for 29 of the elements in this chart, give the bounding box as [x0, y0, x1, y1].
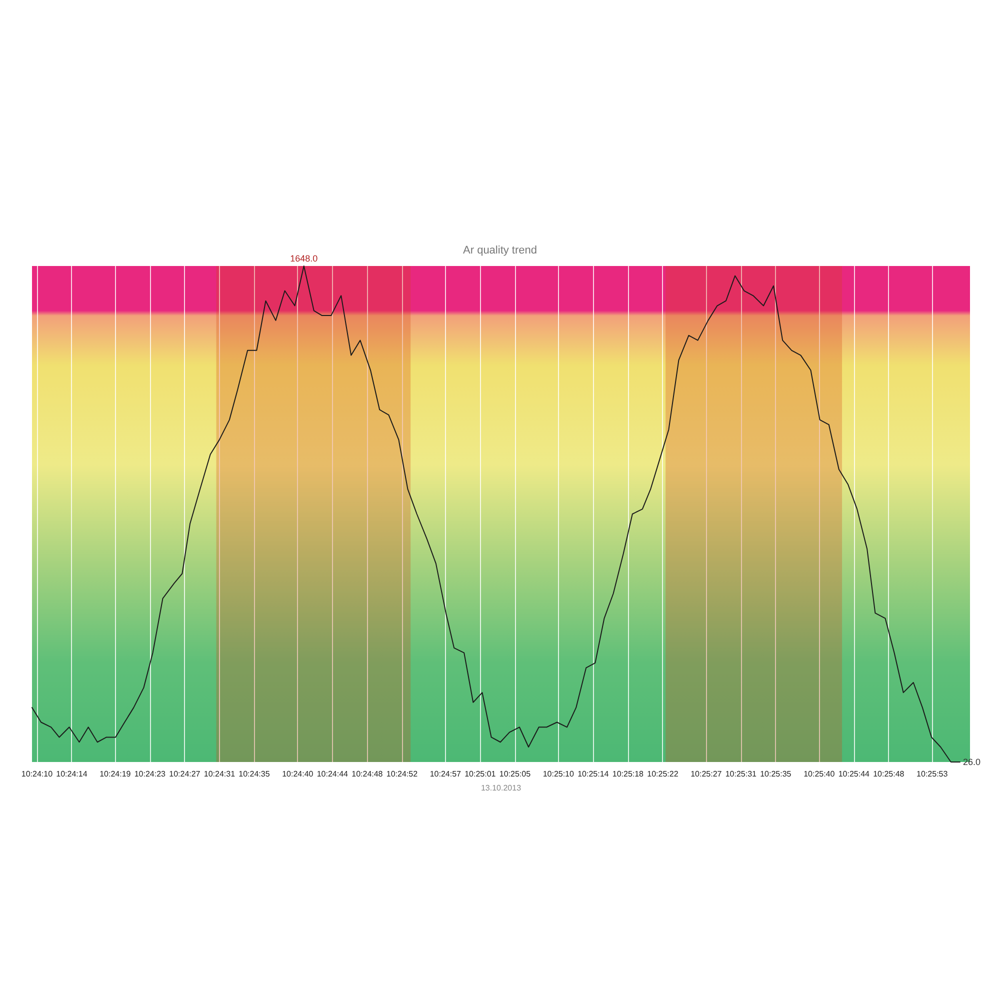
- x-tick-label: 10:24:31: [204, 770, 236, 778]
- chart-title: Ar quality trend: [463, 244, 537, 256]
- x-tick-label: 10:25:35: [760, 770, 792, 778]
- x-tick-label: 10:25:10: [542, 770, 574, 778]
- x-tick-label: 10:24:19: [100, 770, 132, 778]
- x-tick-label: 10:25:01: [464, 770, 496, 778]
- x-tick-label: 10:24:35: [238, 770, 270, 778]
- x-tick-label: 10:25:05: [499, 770, 532, 778]
- x-tick-label: 10:25:53: [916, 770, 948, 778]
- x-tick-label: 10:25:22: [647, 770, 679, 778]
- x-tick-label: 10:24:14: [56, 770, 88, 778]
- x-tick-label: 10:24:10: [21, 770, 54, 778]
- x-tick-label: 10:25:14: [578, 770, 610, 778]
- data-label: 1648.0: [290, 254, 318, 264]
- x-tick-label: 10:25:27: [690, 770, 722, 778]
- x-tick-label: 10:24:44: [316, 770, 349, 778]
- x-tick-label: 10:24:48: [352, 770, 384, 778]
- x-tick-label: 10:25:31: [725, 770, 758, 778]
- x-tick-label: 10:24:23: [134, 770, 166, 778]
- x-tick-label: 10:25:48: [873, 770, 905, 778]
- x-tick-label: 10:25:40: [804, 770, 836, 778]
- data-label: 26.0: [962, 757, 981, 767]
- x-tick-label: 10:25:18: [612, 770, 644, 778]
- x-tick-label: 10:24:40: [282, 770, 314, 778]
- x-tick-label: 10:24:57: [430, 770, 462, 778]
- x-tick-label: 10:25:44: [838, 770, 870, 778]
- x-tick-label: 10:24:52: [386, 770, 418, 778]
- x-axis-title: 13.10.2013: [480, 784, 522, 792]
- x-tick-label: 10:24:27: [169, 770, 201, 778]
